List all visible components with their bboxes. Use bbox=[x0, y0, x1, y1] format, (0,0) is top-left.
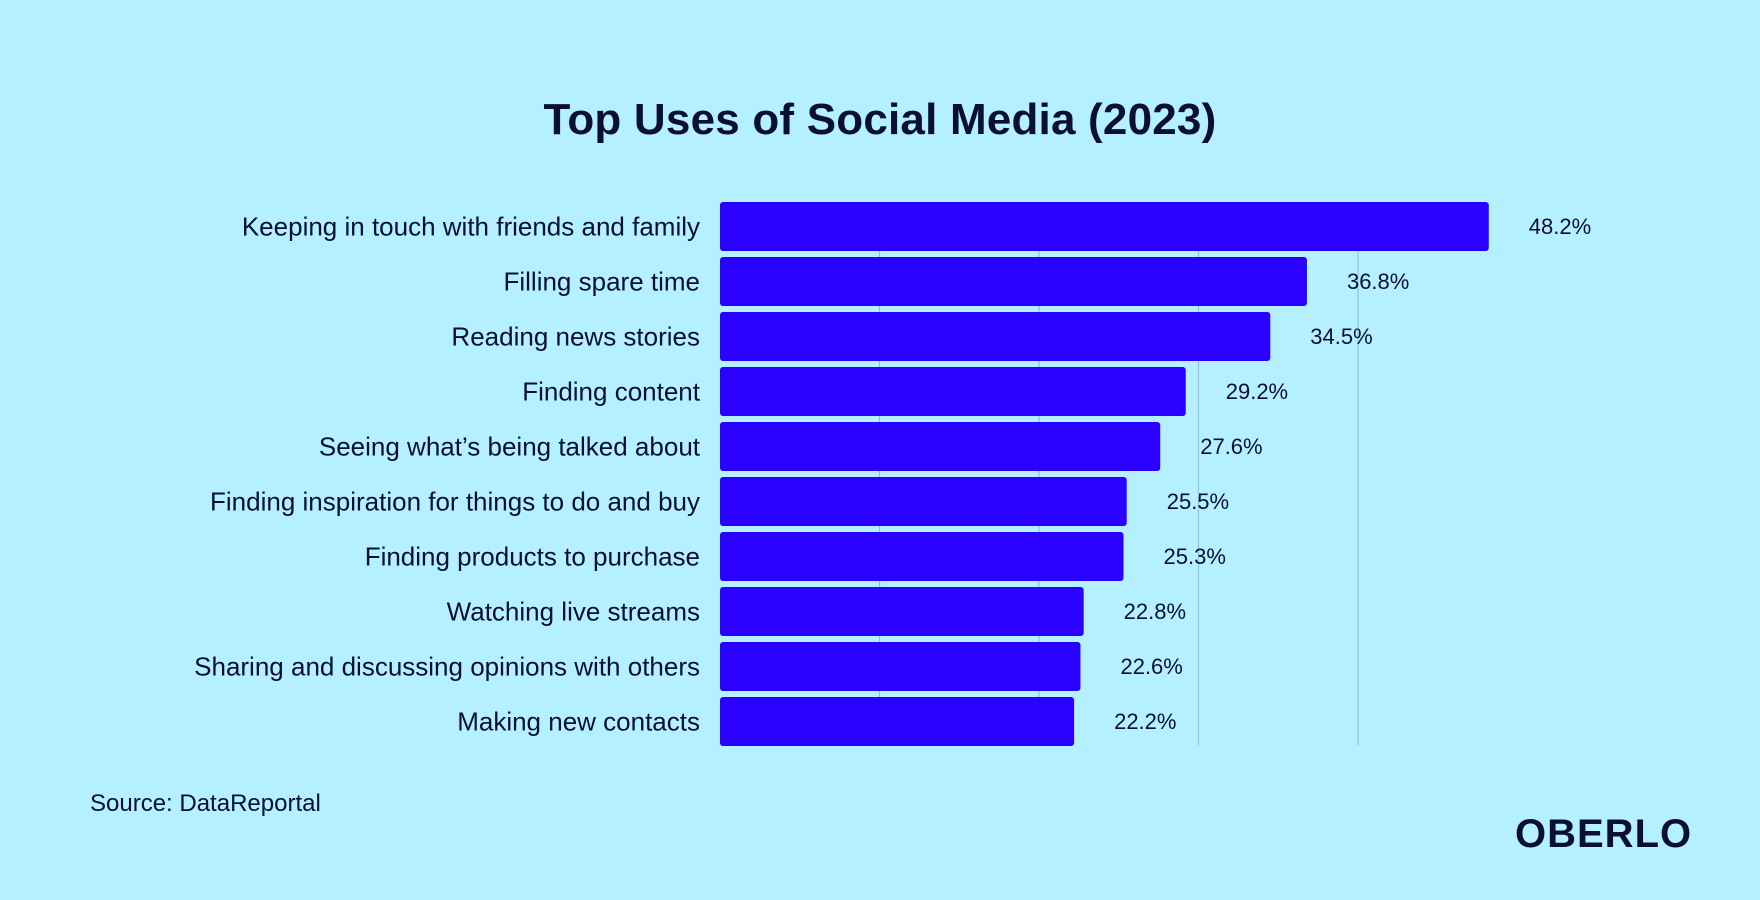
bar-2 bbox=[720, 257, 1307, 306]
category-labels: Keeping in touch with friends and family… bbox=[194, 212, 701, 737]
category-label-3: Reading news stories bbox=[451, 322, 700, 352]
value-label-8: 22.8% bbox=[1124, 599, 1186, 624]
value-label-5: 27.6% bbox=[1200, 434, 1262, 459]
category-label-4: Finding content bbox=[522, 377, 701, 407]
category-label-10: Making new contacts bbox=[457, 707, 700, 737]
bar-7 bbox=[720, 532, 1124, 581]
bar-1 bbox=[720, 202, 1489, 251]
chart-title: Top Uses of Social Media (2023) bbox=[543, 95, 1217, 144]
category-label-7: Finding products to purchase bbox=[365, 542, 700, 572]
category-label-1: Keeping in touch with friends and family bbox=[242, 212, 700, 242]
value-label-4: 29.2% bbox=[1226, 379, 1288, 404]
value-label-6: 25.5% bbox=[1167, 489, 1229, 514]
bar-9 bbox=[720, 642, 1081, 691]
category-label-2: Filling spare time bbox=[503, 267, 700, 297]
category-label-5: Seeing what’s being talked about bbox=[319, 432, 701, 462]
source-note: Source: DataReportal bbox=[90, 790, 321, 817]
bar-8 bbox=[720, 587, 1084, 636]
value-label-10: 22.2% bbox=[1114, 709, 1176, 734]
category-label-9: Sharing and discussing opinions with oth… bbox=[194, 652, 700, 682]
bar-4 bbox=[720, 367, 1186, 416]
value-label-7: 25.3% bbox=[1164, 544, 1226, 569]
value-label-2: 36.8% bbox=[1347, 269, 1409, 294]
brand-logo: OBERLO bbox=[1515, 812, 1693, 856]
value-label-1: 48.2% bbox=[1529, 214, 1591, 239]
value-labels: 48.2% 36.8% 34.5% 29.2% 27.6% 25.5% 25.3% 22.8%… bbox=[1114, 214, 1591, 734]
category-label-6: Finding inspiration for things to do and… bbox=[210, 487, 700, 517]
bar-3 bbox=[720, 312, 1271, 361]
value-label-3: 34.5% bbox=[1310, 324, 1372, 349]
bar-6 bbox=[720, 477, 1127, 526]
category-label-8: Watching live streams bbox=[447, 597, 700, 627]
bar-10 bbox=[720, 697, 1075, 746]
bar-5 bbox=[720, 422, 1161, 471]
value-label-9: 22.6% bbox=[1120, 654, 1182, 679]
bars bbox=[720, 202, 1489, 746]
